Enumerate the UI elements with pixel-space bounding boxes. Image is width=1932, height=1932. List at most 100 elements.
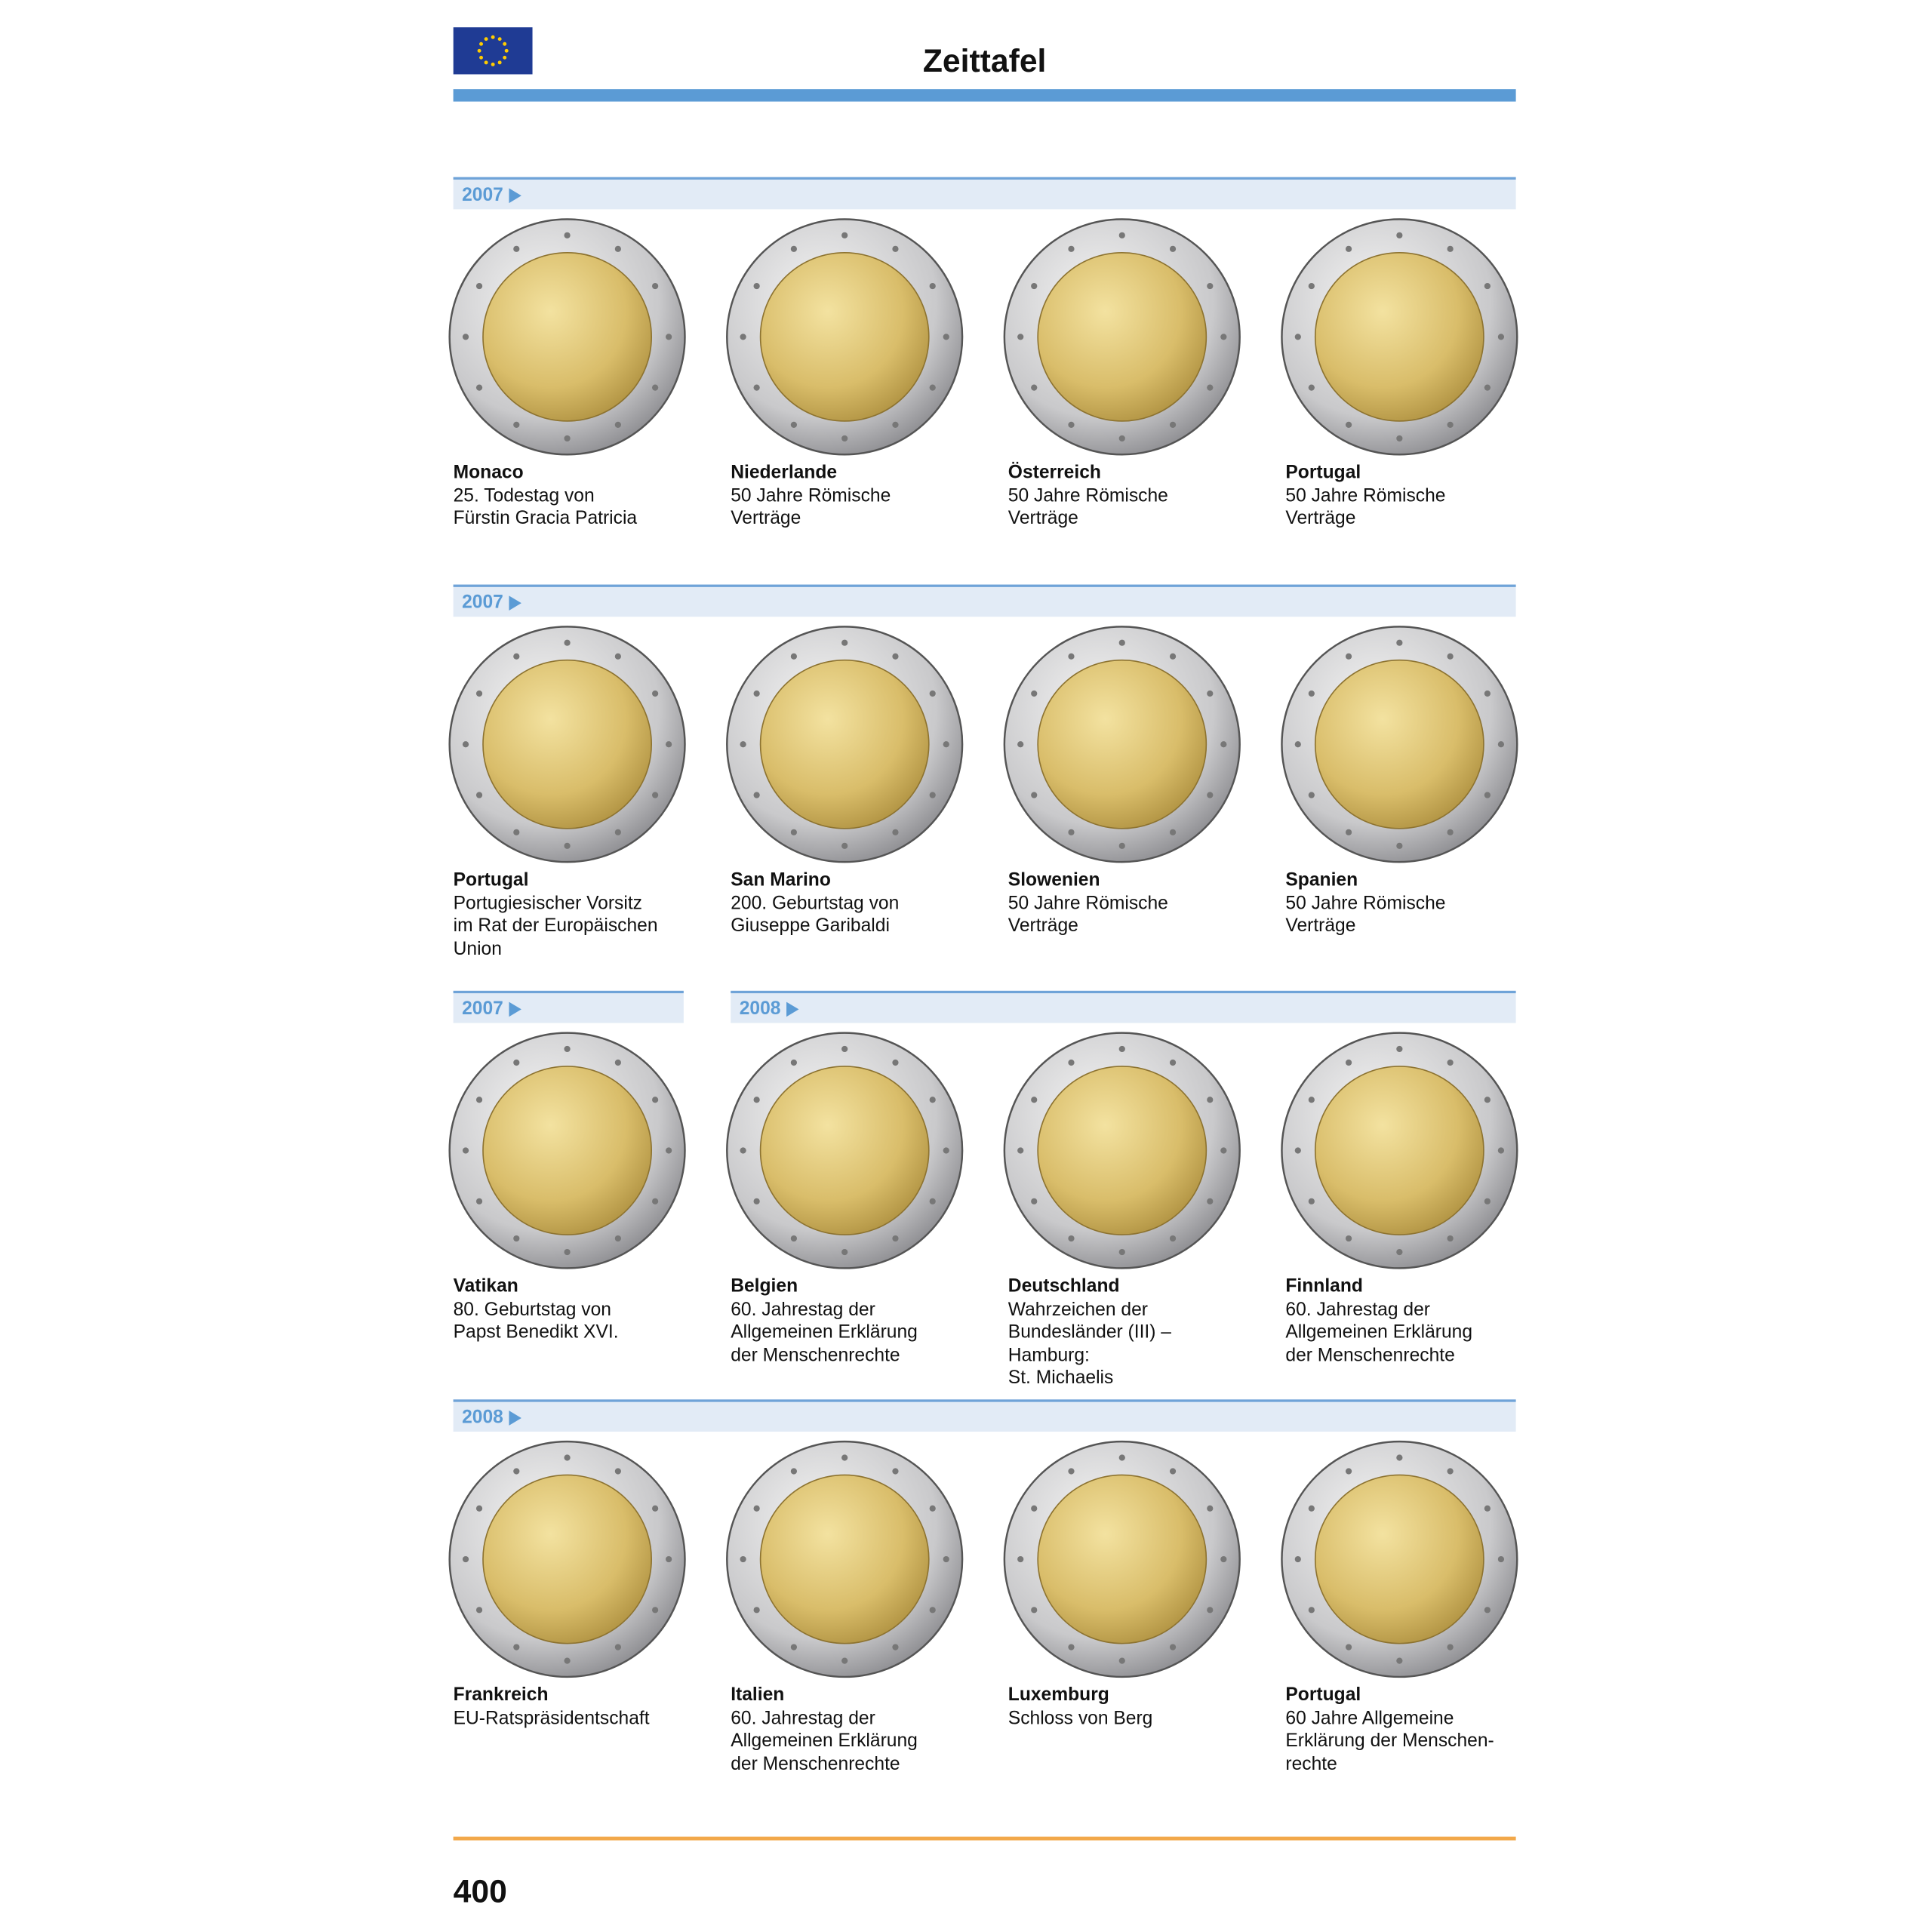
year-arrow [786, 1001, 799, 1017]
coin-caption: Finnland 60. Jahrestag der Allgemeinen Erk… [1285, 1275, 1533, 1367]
description-line: 60. Jahrestag der [731, 1707, 875, 1729]
section-header: 2008 [453, 1399, 1516, 1432]
description-line: Schloss von Berg [1008, 1707, 1153, 1729]
country-name: Niederlande [731, 462, 838, 484]
description-line: der Menschenrechte [731, 1344, 900, 1366]
section-year: 2007 [462, 184, 503, 206]
description-line: Giuseppe Garibaldi [731, 915, 890, 937]
year-arrow [509, 1411, 521, 1426]
coin-image [448, 1440, 686, 1678]
country-name: Vatikan [453, 1275, 518, 1297]
coin-image [1003, 218, 1241, 456]
description-line: 50 Jahre Römische [1285, 485, 1446, 506]
coin-caption: Luxemburg Schloss von Berg [1008, 1684, 1256, 1730]
coin-caption: Niederlande 50 Jahre Römische Verträge [731, 462, 978, 531]
description-line: 200. Geburtstag von [731, 892, 900, 914]
description-line: 50 Jahre Römische [1285, 892, 1446, 914]
eu-flag [453, 27, 533, 75]
country-name: Portugal [453, 869, 529, 891]
coin-caption: Portugal 60 Jahre Allgemeine Erklärung der… [1285, 1684, 1533, 1776]
coin-image [726, 626, 964, 863]
section-header: 2007 [453, 584, 1516, 617]
coin-image [726, 218, 964, 456]
description-line: Allgemeinen Erklärung [1285, 1321, 1473, 1343]
section-header: 2007 [453, 177, 1516, 210]
coin-caption: Deutschland Wahrzeichen der Bundesländer (… [1008, 1275, 1256, 1390]
year-arrow [509, 188, 521, 204]
coin-caption: Monaco 25. Todestag von Fürstin Gracia Pat… [454, 462, 701, 531]
section-year: 2007 [462, 998, 503, 1020]
coin-caption: Spanien 50 Jahre Römische Verträge [1285, 869, 1533, 938]
description-line: Erklärung der Menschen- [1285, 1730, 1494, 1752]
coin-caption: Portugal 50 Jahre Römische Verträge [1285, 462, 1533, 531]
year-arrow [509, 595, 521, 611]
coin-image [726, 1440, 964, 1678]
coin-image [1281, 1440, 1518, 1678]
country-name: Deutschland [1008, 1275, 1120, 1297]
page-title: Zeittafel [922, 42, 1047, 80]
section-year: 2008 [462, 1407, 503, 1429]
country-name: Slowenien [1008, 869, 1100, 891]
coin-image [448, 1032, 686, 1269]
description-line: Verträge [1285, 507, 1356, 529]
header-bar [453, 89, 1516, 102]
section-year: 2007 [462, 592, 503, 614]
country-name: Portugal [1285, 1684, 1361, 1706]
coin-caption: Belgien 60. Jahrestag der Allgemeinen Erkl… [731, 1275, 978, 1367]
description-line: 60. Jahrestag der [731, 1298, 875, 1320]
description-line: Fürstin Gracia Patricia [453, 507, 638, 529]
description-line: 60 Jahre Allgemeine [1285, 1707, 1454, 1729]
coin-caption: Italien 60. Jahrestag der Allgemeinen Erkl… [731, 1684, 978, 1776]
coin-caption: Portugal Portugiesischer Vorsitz im Rat de… [454, 869, 701, 961]
country-name: Luxemburg [1008, 1684, 1109, 1706]
description-line: Wahrzeichen der [1008, 1298, 1148, 1320]
coin-image [1281, 626, 1518, 863]
page-number: 400 [453, 1872, 507, 1910]
coin-image [1003, 1440, 1241, 1678]
coin-image [726, 1032, 964, 1269]
description-line: EU-Ratspräsidentschaft [453, 1707, 650, 1729]
description-line: 25. Todestag von [453, 485, 595, 506]
country-name: Finnland [1285, 1275, 1363, 1297]
description-line: rechte [1285, 1752, 1337, 1774]
year-arrow [509, 1001, 521, 1017]
description-line: Verträge [1285, 915, 1356, 937]
description-line: 50 Jahre Römische [1008, 892, 1168, 914]
country-name: Spanien [1285, 869, 1358, 891]
description-line: Union [453, 938, 502, 959]
description-line: Verträge [731, 507, 801, 529]
coin-caption: Vatikan 80. Geburtstag von Papst Benedikt … [454, 1275, 701, 1344]
description-line: Verträge [1008, 915, 1078, 937]
description-line: der Menschenrechte [731, 1752, 900, 1774]
country-name: Portugal [1285, 462, 1361, 484]
coin-image [448, 218, 686, 456]
description-line: Bundesländer (III) – [1008, 1321, 1172, 1343]
section-year: 2008 [739, 998, 781, 1020]
section-header: 2008 [731, 990, 1516, 1023]
description-line: Allgemeinen Erklärung [731, 1321, 918, 1343]
footer-rule [453, 1836, 1516, 1841]
coin-image [1281, 218, 1518, 456]
country-name: Italien [731, 1684, 785, 1706]
description-line: Hamburg: [1008, 1344, 1090, 1366]
description-line: Portugiesischer Vorsitz [453, 892, 643, 914]
coin-caption: Slowenien 50 Jahre Römische Verträge [1008, 869, 1256, 938]
description-line: Allgemeinen Erklärung [731, 1730, 918, 1752]
coin-caption: Österreich 50 Jahre Römische Verträge [1008, 462, 1256, 531]
description-line: Papst Benedikt XVI. [453, 1321, 619, 1343]
coin-image [1003, 626, 1241, 863]
coin-caption: San Marino 200. Geburtstag von Giuseppe Ga… [731, 869, 978, 938]
description-line: im Rat der Europäischen [453, 915, 658, 937]
description-line: 50 Jahre Römische [731, 485, 891, 506]
country-name: San Marino [731, 869, 831, 891]
description-line: der Menschenrechte [1285, 1344, 1455, 1366]
country-name: Belgien [731, 1275, 798, 1297]
description-line: Verträge [1008, 507, 1078, 529]
coin-image [448, 626, 686, 863]
description-line: 80. Geburtstag von [453, 1298, 612, 1320]
section-header: 2007 [453, 990, 684, 1023]
description-line: 50 Jahre Römische [1008, 485, 1168, 506]
coin-caption: Frankreich EU-Ratspräsidentschaft [454, 1684, 701, 1730]
